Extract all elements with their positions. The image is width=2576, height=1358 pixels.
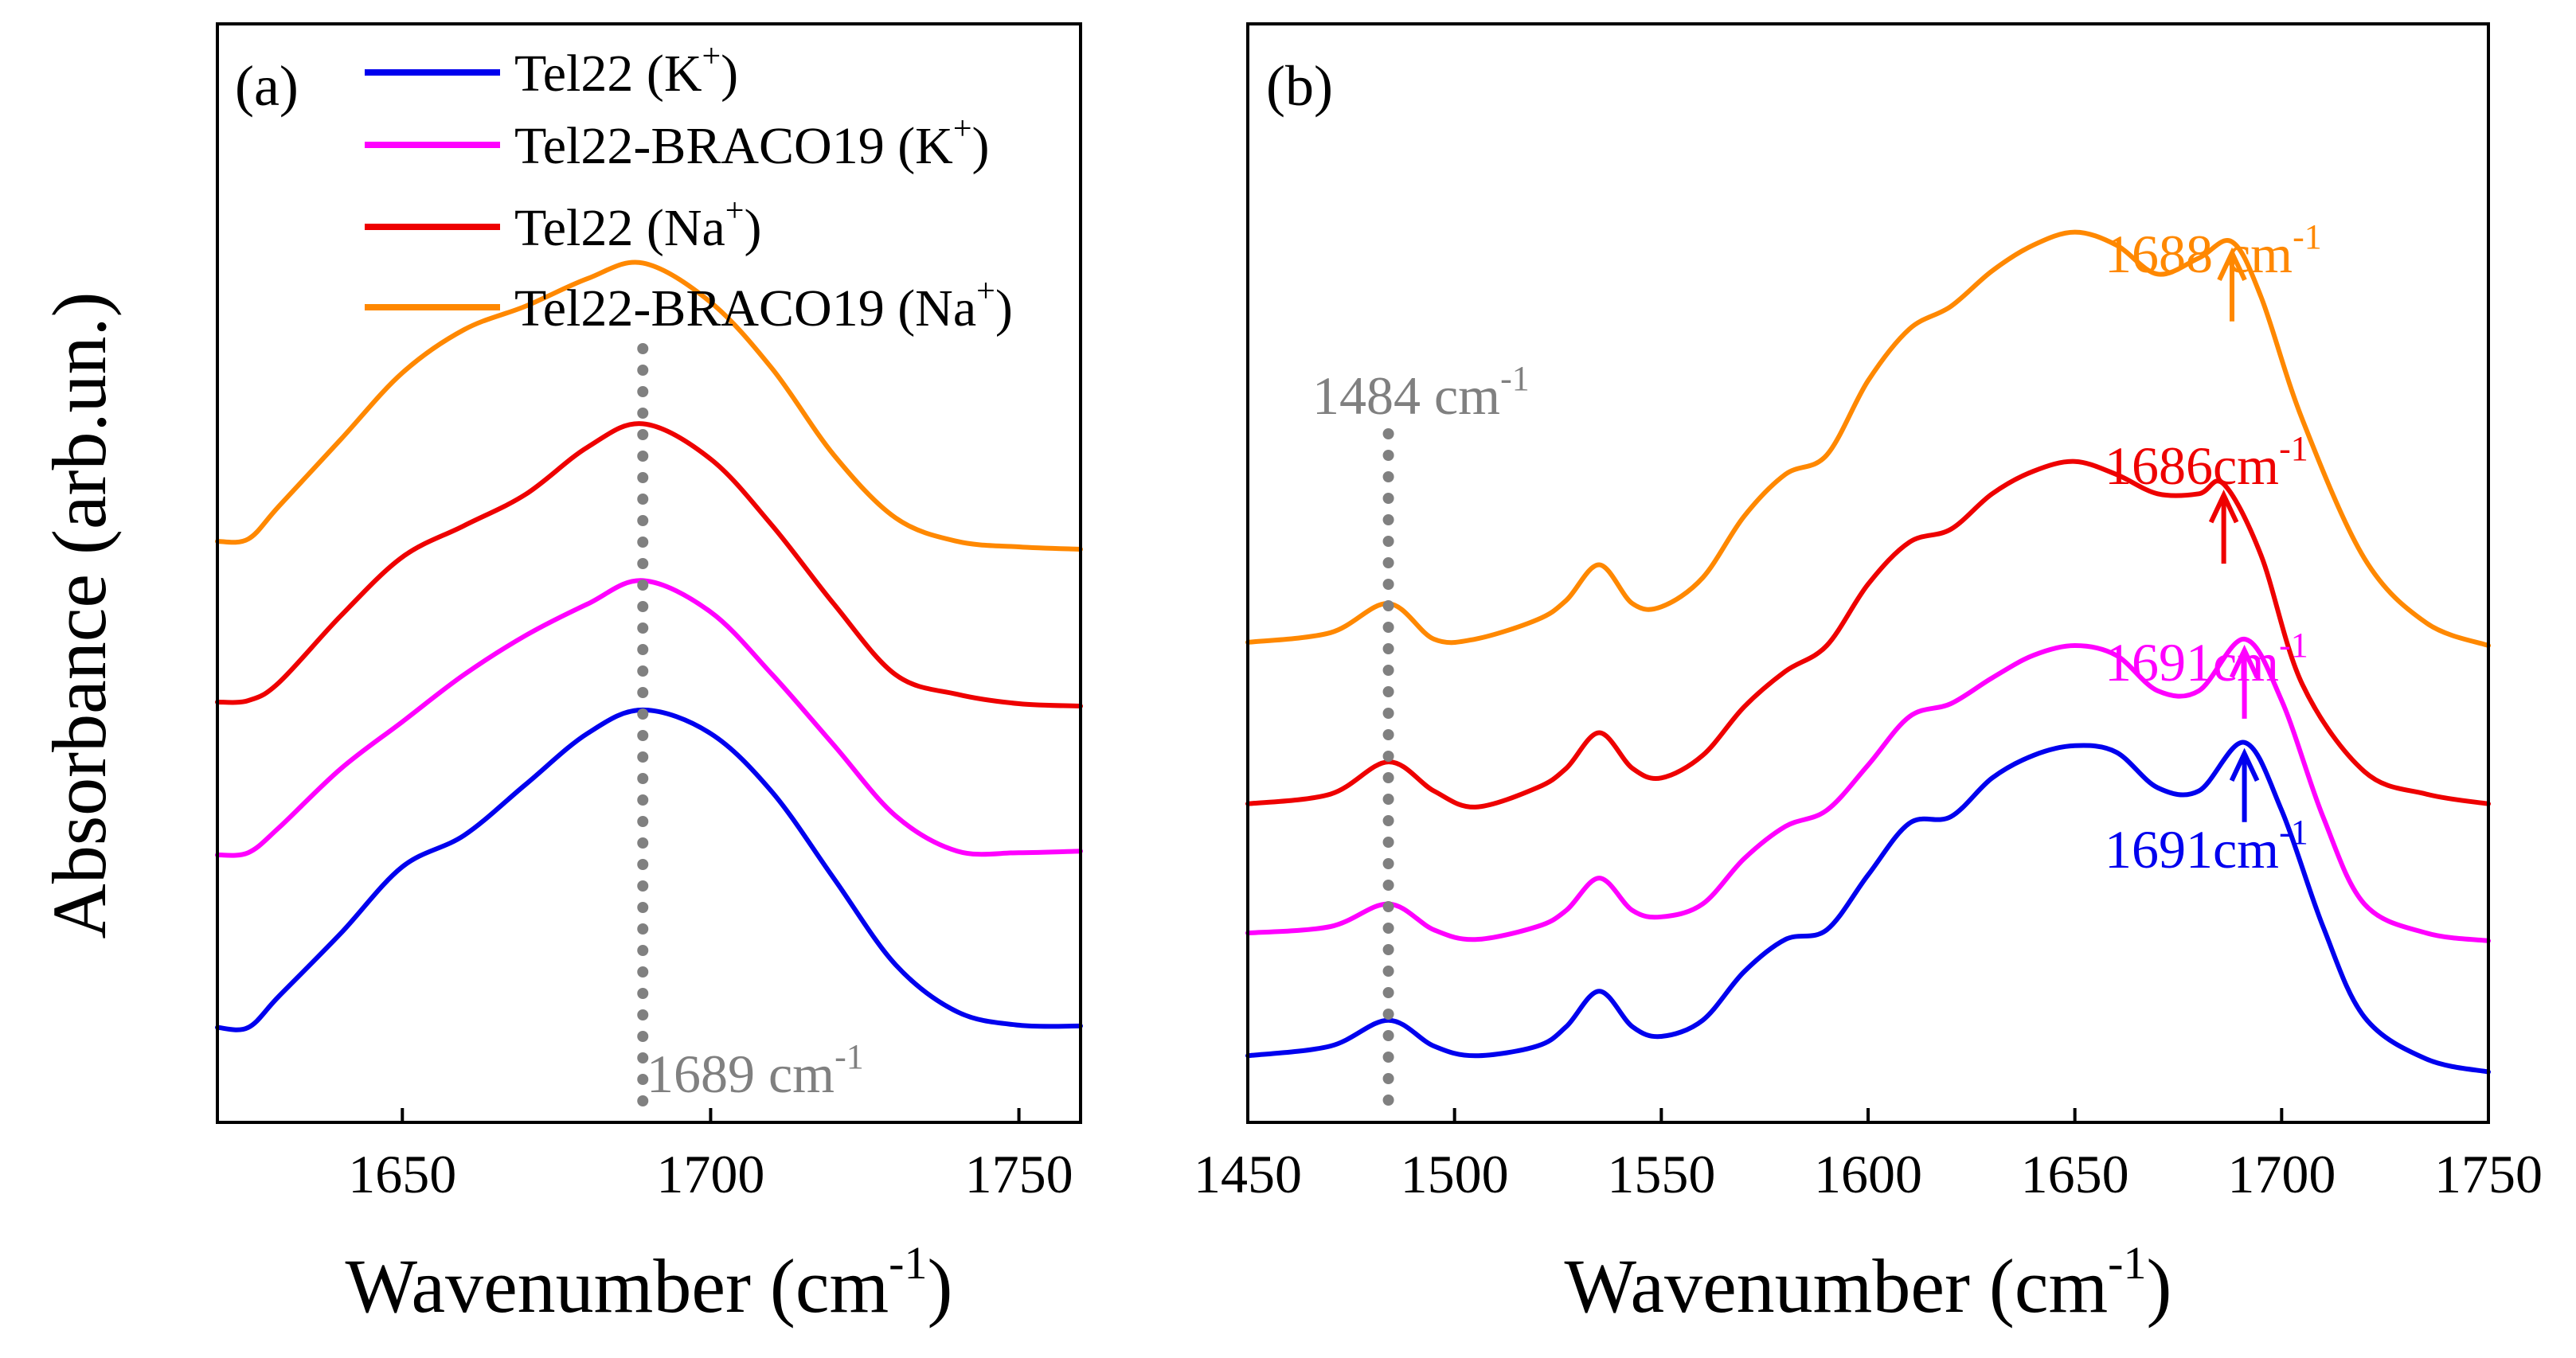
- legend-item-tel22-braco19-na: Tel22-BRACO19 (Na+): [365, 273, 1013, 338]
- panel-a-tick-label: 1700: [656, 1144, 764, 1204]
- annotation-arrow-head: [2229, 747, 2260, 782]
- panel-a-label: (a): [235, 54, 299, 118]
- panel-b-x-axis-label-text: Wavenumber (cm: [1565, 1243, 2109, 1329]
- legend-sup-tel22-braco19-k: +: [953, 111, 972, 147]
- panel-a-frame: [216, 22, 1082, 1124]
- panel-b-line-tel22-na: [1245, 459, 2491, 810]
- panel-a-line-tel22-k: [215, 707, 1083, 1032]
- panel-a-x-axis-label-sup: -1: [889, 1237, 927, 1289]
- annotation-1688-sup: -1: [2293, 217, 2322, 256]
- annotation-1691-tel22-text: 1691cm: [2105, 819, 2279, 880]
- legend-end-tel22-braco19-na: ): [995, 279, 1013, 338]
- legend-item-tel22-k: Tel22 (K+): [365, 38, 738, 103]
- annotation-1691-braco-text: 1691cm: [2105, 632, 2279, 693]
- panel-b-x-ticks: 1450 1500 1550 1600 1650 1700 1750: [1194, 1108, 2543, 1204]
- panel-b-tick-label: 1450: [1194, 1144, 1302, 1204]
- panel-b-peak-annotations: 1688 cm-1 1686cm-1 1691cm-1 1691cm-1: [2105, 217, 2322, 880]
- annotation-1691-tel22-sup: -1: [2279, 813, 2308, 852]
- panel-a-line-tel22-na: [215, 421, 1083, 708]
- panel-b-1484-label-sup: -1: [1500, 359, 1530, 398]
- panel-a-series: [215, 260, 1083, 1032]
- panel-b-tick-label: 1750: [2434, 1144, 2543, 1204]
- panel-b-series: [1245, 229, 2491, 1075]
- panel-b-x-axis-label: Wavenumber (cm-1): [1565, 1237, 2172, 1329]
- panel-b-x-axis-label-end: ): [2147, 1243, 2172, 1329]
- panel-b-tick-label: 1700: [2227, 1144, 2336, 1204]
- annotation-1691-tel22-label: 1691cm-1: [2105, 813, 2308, 880]
- panel-b-1484-label: 1484 cm-1: [1312, 359, 1530, 426]
- annotation-1686-sup: -1: [2279, 429, 2308, 468]
- panel-a-1689-label-sup: -1: [835, 1037, 864, 1076]
- annotation-arrow-head: [2229, 644, 2260, 679]
- panel-b-tick-label: 1550: [1607, 1144, 1715, 1204]
- legend-end-tel22-k: ): [721, 45, 738, 103]
- panel-a-1689-label: 1689 cm-1: [647, 1037, 864, 1104]
- annotation-1688-label: 1688 cm-1: [2105, 217, 2322, 284]
- annotation-1691-braco-sup: -1: [2279, 626, 2308, 665]
- panel-a-line-tel22-braco19-k: [215, 578, 1083, 858]
- panel-a-x-axis-label-end: ): [928, 1243, 953, 1329]
- legend: Tel22 (K+) Tel22-BRACO19 (K+) Tel22 (Na+…: [365, 38, 1013, 338]
- legend-sup-tel22-braco19-na: +: [976, 273, 995, 310]
- panel-b-line-tel22-braco19-na: [1245, 229, 2491, 648]
- panel-b-label: (b): [1266, 54, 1333, 118]
- annotation-1686-text: 1686cm: [2105, 435, 2279, 496]
- panel-b: 1484 cm-1 1688 cm-1 1686cm-1 1691cm-1 16…: [1194, 22, 2543, 1329]
- panel-a-1689-label-text: 1689 cm: [647, 1044, 835, 1104]
- legend-item-tel22-braco19-k: Tel22-BRACO19 (K+): [365, 111, 990, 175]
- panel-a-x-axis-label-text: Wavenumber (cm: [346, 1243, 889, 1329]
- legend-label-tel22-braco19-na: Tel22-BRACO19 (Na: [514, 279, 976, 338]
- legend-item-tel22-na: Tel22 (Na+): [365, 193, 761, 257]
- panel-b-line-tel22-braco19-k: [1245, 636, 2491, 943]
- legend-sup-tel22-k: +: [702, 38, 721, 75]
- legend-text-tel22-braco19-na: Tel22-BRACO19 (Na+): [514, 273, 1013, 338]
- panel-b-tick-label: 1600: [1814, 1144, 1922, 1204]
- panel-b-frame: [1246, 22, 2490, 1124]
- panel-a-line-tel22-braco19-na: [215, 260, 1083, 552]
- legend-text-tel22-na: Tel22 (Na+): [514, 193, 761, 257]
- panel-a-tick-label: 1750: [965, 1144, 1073, 1204]
- legend-label-tel22-braco19-k: Tel22-BRACO19 (K: [514, 117, 953, 175]
- legend-sup-tel22-na: +: [725, 193, 745, 229]
- legend-label-tel22-na: Tel22 (Na: [514, 199, 725, 257]
- legend-text-tel22-k: Tel22 (K+): [514, 38, 738, 103]
- panel-a-tick-label: 1650: [348, 1144, 456, 1204]
- panel-b-tick-label: 1500: [1401, 1144, 1509, 1204]
- legend-label-tel22-k: Tel22 (K: [514, 45, 702, 103]
- annotation-1691-braco-label: 1691cm-1: [2105, 626, 2308, 693]
- panel-a: 1689 cm-1 1650 1700 1750 (a) Tel22 (K+) Te…: [215, 22, 1083, 1329]
- annotation-1686-label: 1686cm-1: [2105, 429, 2308, 496]
- annotation-1688-text: 1688 cm: [2105, 224, 2293, 284]
- panel-b-tick-label: 1650: [2021, 1144, 2129, 1204]
- legend-text-tel22-braco19-k: Tel22-BRACO19 (K+): [514, 111, 990, 175]
- y-axis-label: Absorbance (arb.un.): [37, 292, 122, 939]
- panel-a-x-ticks: 1650 1700 1750: [348, 1108, 1073, 1204]
- annotation-arrow-head: [2208, 490, 2239, 524]
- annotation-arrow-head: [2217, 247, 2247, 282]
- panel-b-line-tel22-k: [1245, 739, 2491, 1075]
- panel-b-x-axis-label-sup: -1: [2108, 1237, 2146, 1289]
- panel-b-1484-label-text: 1484 cm: [1312, 365, 1500, 426]
- panel-a-x-axis-label: Wavenumber (cm-1): [346, 1237, 953, 1329]
- legend-end-tel22-na: ): [744, 199, 761, 257]
- legend-end-tel22-braco19-k: ): [972, 117, 990, 175]
